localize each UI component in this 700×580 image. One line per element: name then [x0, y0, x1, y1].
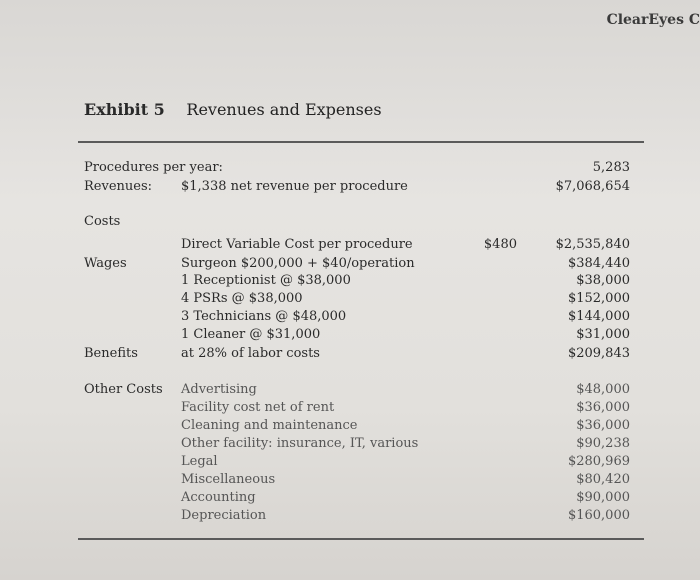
other-cost-value: $36,000: [576, 418, 630, 433]
wages-desc: 1 Receptionist @ $38,000: [181, 273, 351, 288]
revenues-row: Revenues: $1,338 net revenue per procedu…: [0, 178, 700, 196]
procedures-label: Procedures per year:: [84, 160, 223, 175]
other-cost-row: Other Costs Advertising $48,000: [0, 381, 700, 399]
wages-value: $384,440: [567, 256, 630, 271]
procedures-value: 5,283: [592, 160, 630, 175]
benefits-row: Benefits at 28% of labor costs $209,843: [0, 345, 700, 363]
other-cost-row: Facility cost net of rent $36,000: [0, 399, 700, 417]
other-cost-desc: Legal: [181, 454, 218, 469]
wages-desc: Surgeon $200,000 + $40/operation: [181, 256, 415, 271]
company-header: ClearEyes C: [606, 12, 700, 28]
benefits-value: $209,843: [567, 346, 630, 361]
wages-desc: Direct Variable Cost per procedure: [181, 237, 413, 252]
other-cost-desc: Depreciation: [181, 508, 267, 523]
wages-row: 4 PSRs @ $38,000 $152,000: [0, 290, 700, 308]
wages-row: Direct Variable Cost per procedure $480 …: [0, 236, 700, 254]
other-cost-row: Depreciation $160,000: [0, 507, 700, 525]
benefits-desc: at 28% of labor costs: [181, 346, 320, 361]
other-cost-value: $48,000: [576, 382, 630, 397]
other-cost-desc: Miscellaneous: [181, 472, 276, 487]
top-rule: [78, 141, 644, 143]
exhibit-title: Exhibit 5 Revenues and Expenses: [84, 100, 382, 119]
other-cost-value: $280,969: [567, 454, 630, 469]
other-cost-desc: Accounting: [181, 490, 256, 505]
other-cost-value: $90,000: [576, 490, 630, 505]
other-cost-row: Accounting $90,000: [0, 489, 700, 507]
other-cost-desc: Advertising: [181, 382, 257, 397]
other-cost-value: $90,238: [576, 436, 630, 451]
exhibit-number: Exhibit 5: [84, 100, 165, 119]
exhibit-name: Revenues and Expenses: [186, 100, 382, 119]
wages-row: 1 Cleaner @ $31,000 $31,000: [0, 326, 700, 344]
other-cost-row: Cleaning and maintenance $36,000: [0, 417, 700, 435]
other-costs-label: Other Costs: [84, 382, 163, 397]
wages-desc: 4 PSRs @ $38,000: [181, 291, 303, 306]
wages-row: 1 Receptionist @ $38,000 $38,000: [0, 272, 700, 290]
wages-value: $152,000: [567, 291, 630, 306]
wages-row: 3 Technicians @ $48,000 $144,000: [0, 308, 700, 326]
costs-heading-row: Costs: [0, 213, 700, 231]
other-cost-value: $36,000: [576, 400, 630, 415]
wages-label: Wages: [84, 256, 127, 271]
other-cost-desc: Cleaning and maintenance: [181, 418, 358, 433]
costs-label: Costs: [84, 214, 121, 229]
other-cost-row: Miscellaneous $80,420: [0, 471, 700, 489]
revenues-label: Revenues:: [84, 179, 153, 194]
other-cost-value: $80,420: [576, 472, 630, 487]
other-cost-row: Legal $280,969: [0, 453, 700, 471]
wages-value: $31,000: [576, 327, 630, 342]
revenues-value: $7,068,654: [555, 179, 630, 194]
wages-rate: $480: [483, 237, 517, 252]
other-cost-row: Other facility: insurance, IT, various $…: [0, 435, 700, 453]
wages-row: Wages Surgeon $200,000 + $40/operation $…: [0, 255, 700, 273]
bottom-rule: [78, 538, 644, 540]
other-cost-desc: Facility cost net of rent: [181, 400, 335, 415]
wages-desc: 1 Cleaner @ $31,000: [181, 327, 321, 342]
wages-value: $38,000: [576, 273, 630, 288]
wages-value: $144,000: [567, 309, 630, 324]
wages-value: $2,535,840: [555, 237, 630, 252]
revenues-desc: $1,338 net revenue per procedure: [181, 179, 408, 194]
other-cost-value: $160,000: [567, 508, 630, 523]
procedures-row: Procedures per year: 5,283: [0, 159, 700, 177]
wages-desc: 3 Technicians @ $48,000: [181, 309, 347, 324]
benefits-label: Benefits: [84, 346, 138, 361]
other-cost-desc: Other facility: insurance, IT, various: [181, 436, 419, 451]
